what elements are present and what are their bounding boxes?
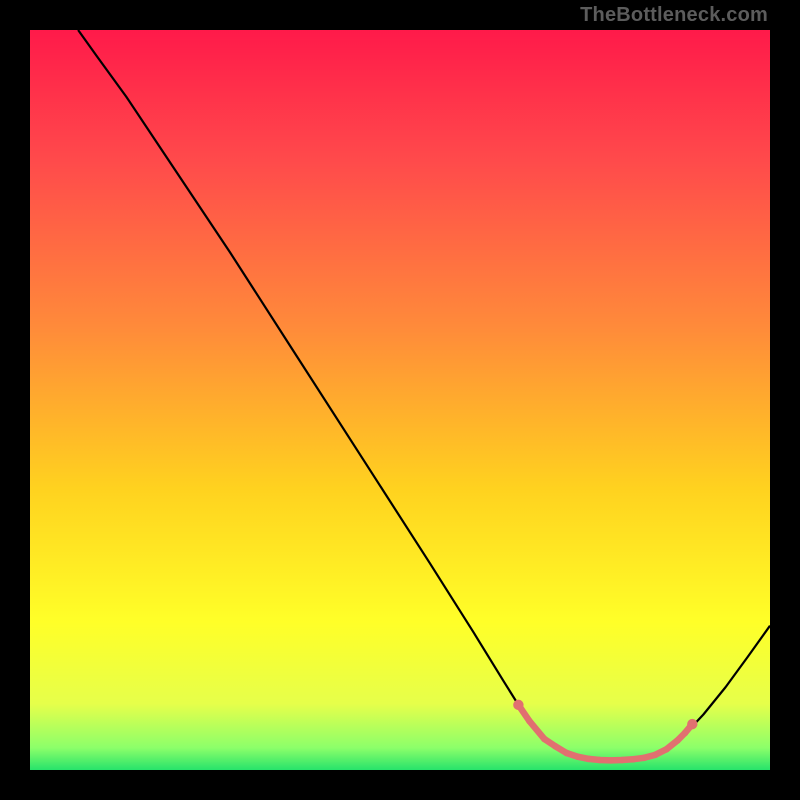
highlight-marker-dot xyxy=(674,737,681,744)
highlight-marker-dot xyxy=(597,757,604,764)
highlight-marker-dot xyxy=(574,753,581,760)
highlight-marker-dot xyxy=(630,756,637,763)
highlight-marker-dot xyxy=(608,757,615,764)
highlight-marker-dot xyxy=(552,743,559,750)
watermark-label: TheBottleneck.com xyxy=(580,4,768,27)
highlight-marker-dot xyxy=(513,700,523,710)
highlight-marker-dot xyxy=(563,750,570,757)
highlight-marker-dot xyxy=(541,736,548,743)
highlight-marker-dot xyxy=(687,719,697,729)
highlight-marker-dot xyxy=(585,756,592,763)
highlight-marker-dot xyxy=(526,718,533,725)
highlight-marker-dot xyxy=(619,757,626,764)
highlight-marker-dot xyxy=(682,730,689,737)
highlight-marker-dot xyxy=(641,754,648,761)
plot-area xyxy=(30,30,770,770)
highlight-marker-dot xyxy=(652,752,659,759)
chart-frame: TheBottleneck.com xyxy=(0,0,800,800)
curve-layer xyxy=(30,30,770,770)
bottleneck-curve xyxy=(78,30,770,760)
highlight-marker-dot xyxy=(663,746,670,753)
